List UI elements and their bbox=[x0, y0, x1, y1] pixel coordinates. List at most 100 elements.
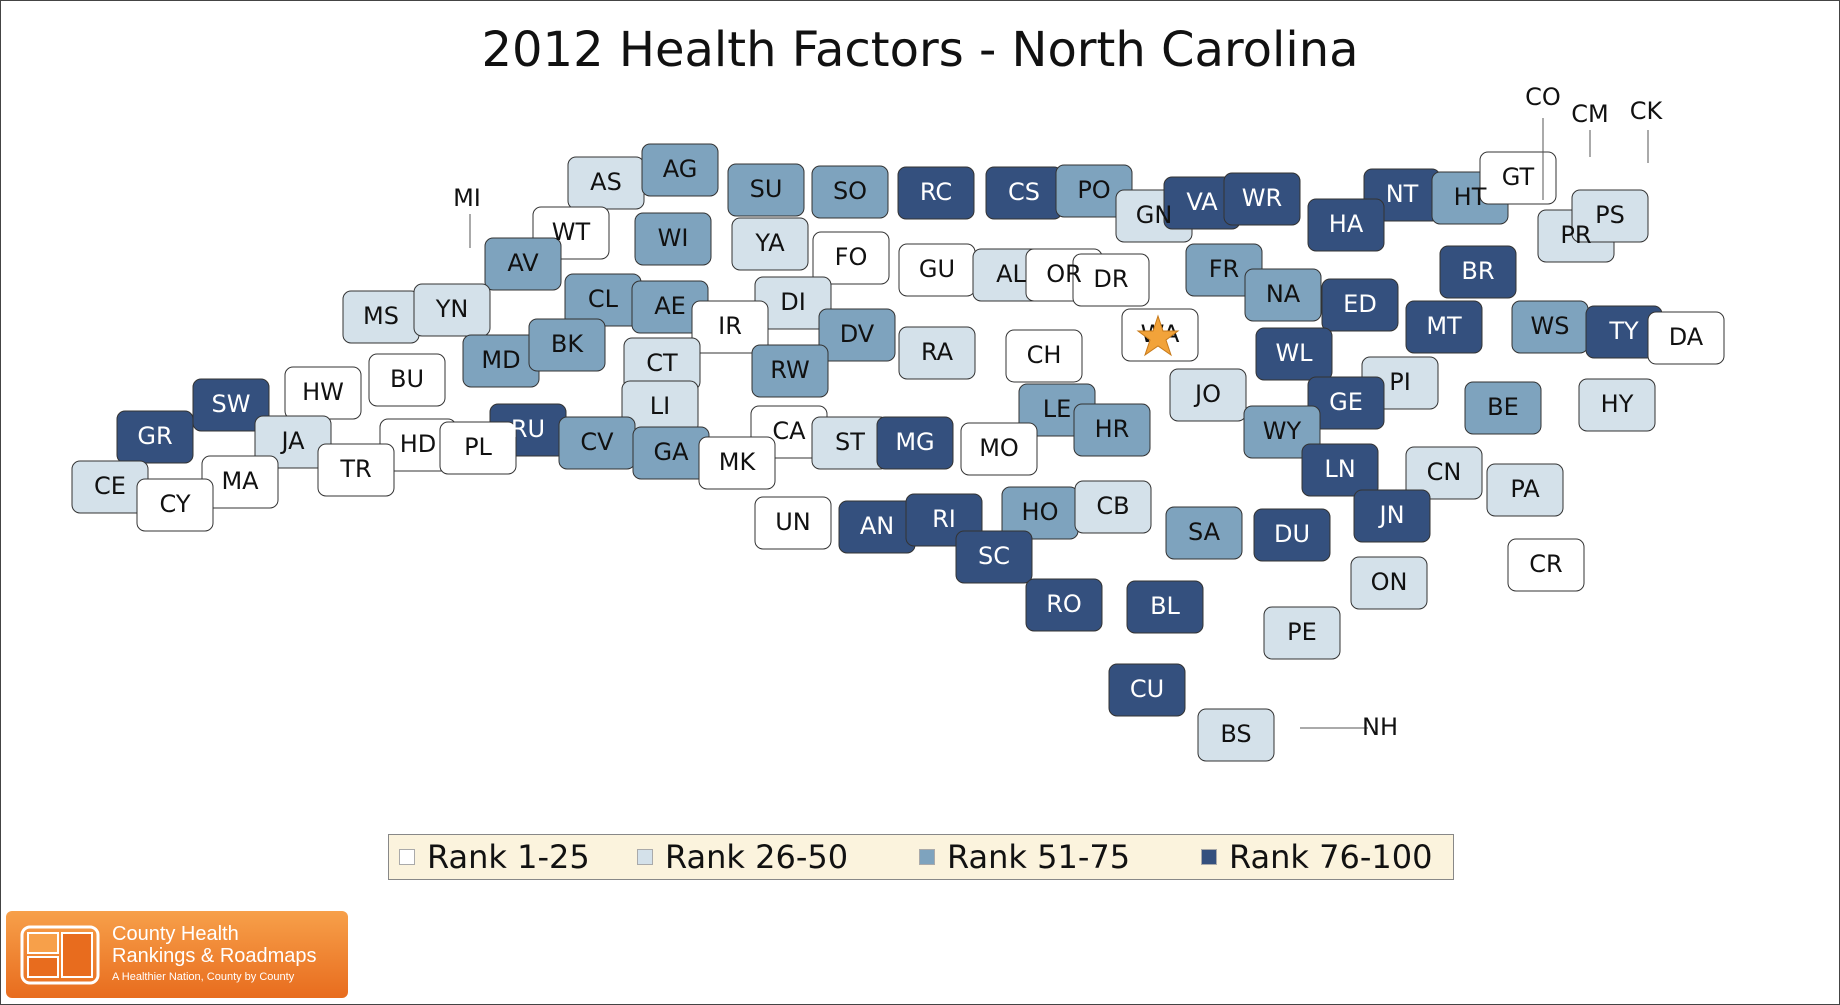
county-ro[interactable] bbox=[1025, 578, 1103, 632]
county-label-ae: AE bbox=[654, 292, 686, 320]
county-ch[interactable] bbox=[1005, 329, 1083, 383]
county-cb[interactable] bbox=[1074, 480, 1152, 534]
county-label-gu: GU bbox=[919, 255, 955, 283]
county-label-bu: BU bbox=[390, 365, 424, 393]
county-cu[interactable] bbox=[1108, 663, 1186, 717]
county-sa[interactable] bbox=[1165, 506, 1243, 560]
county-wy[interactable] bbox=[1243, 405, 1321, 459]
county-gr[interactable] bbox=[116, 410, 194, 464]
county-label-ps: PS bbox=[1595, 201, 1625, 229]
county-wr[interactable] bbox=[1223, 172, 1301, 226]
county-label-da: DA bbox=[1669, 323, 1704, 351]
county-label-on: ON bbox=[1371, 568, 1408, 596]
county-mo[interactable] bbox=[960, 422, 1038, 476]
county-fo[interactable] bbox=[812, 231, 890, 285]
county-mt[interactable] bbox=[1405, 300, 1483, 354]
county-bu[interactable] bbox=[368, 353, 446, 407]
county-on[interactable] bbox=[1350, 556, 1428, 610]
county-label-gr: GR bbox=[137, 422, 172, 450]
legend-label: Rank 1-25 bbox=[427, 838, 590, 876]
county-mg[interactable] bbox=[876, 416, 954, 470]
county-su[interactable] bbox=[727, 163, 805, 217]
county-label-tr: TR bbox=[339, 455, 371, 483]
county-label-ws: WS bbox=[1531, 312, 1570, 340]
county-label-st: ST bbox=[835, 428, 865, 456]
county-gt[interactable] bbox=[1479, 151, 1557, 205]
county-dv[interactable] bbox=[818, 308, 896, 362]
county-label-jn: JN bbox=[1377, 501, 1404, 529]
county-so[interactable] bbox=[811, 165, 889, 219]
county-label-pl: PL bbox=[464, 433, 492, 461]
county-label-bk: BK bbox=[551, 330, 584, 358]
county-cy[interactable] bbox=[136, 478, 214, 532]
county-ed[interactable] bbox=[1321, 278, 1399, 332]
county-wl[interactable] bbox=[1255, 327, 1333, 381]
county-label-fr: FR bbox=[1209, 255, 1239, 283]
county-label-ro: RO bbox=[1046, 590, 1082, 618]
county-bl[interactable] bbox=[1126, 580, 1204, 634]
county-pl[interactable] bbox=[439, 421, 517, 475]
county-label-ch: CH bbox=[1027, 341, 1062, 369]
county-du[interactable] bbox=[1253, 508, 1331, 562]
county-ps[interactable] bbox=[1571, 189, 1649, 243]
county-rw[interactable] bbox=[751, 344, 829, 398]
county-label-ck: CK bbox=[1630, 97, 1664, 125]
county-wi[interactable] bbox=[634, 212, 712, 266]
county-yn[interactable] bbox=[413, 283, 491, 337]
county-label-cv: CV bbox=[580, 428, 614, 456]
county-sc[interactable] bbox=[955, 530, 1033, 584]
county-rc[interactable] bbox=[897, 166, 975, 220]
county-ha[interactable] bbox=[1307, 198, 1385, 252]
county-label-ra: RA bbox=[921, 338, 954, 366]
county-mk[interactable] bbox=[698, 436, 776, 490]
county-label-po: PO bbox=[1077, 176, 1110, 204]
county-label-ir: IR bbox=[718, 312, 742, 340]
county-label-ha: HA bbox=[1329, 210, 1364, 238]
county-be[interactable] bbox=[1464, 381, 1542, 435]
county-pe[interactable] bbox=[1263, 606, 1341, 660]
county-label-va: VA bbox=[1186, 188, 1218, 216]
county-label-co: CO bbox=[1525, 83, 1561, 111]
county-ya[interactable] bbox=[731, 217, 809, 271]
legend-swatch-rank-51-75 bbox=[919, 849, 935, 865]
county-label-cl: CL bbox=[588, 285, 619, 313]
county-dr[interactable] bbox=[1072, 253, 1150, 307]
county-label-gn: GN bbox=[1136, 201, 1173, 229]
county-ja[interactable] bbox=[254, 415, 332, 469]
county-na[interactable] bbox=[1244, 268, 1322, 322]
county-label-ca: CA bbox=[772, 417, 806, 445]
logo-line-2: Rankings & Roadmaps bbox=[112, 945, 317, 967]
county-un[interactable] bbox=[754, 496, 832, 550]
county-label-mk: MK bbox=[719, 448, 757, 476]
county-av[interactable] bbox=[484, 237, 562, 291]
county-ge[interactable] bbox=[1307, 376, 1385, 430]
county-ln[interactable] bbox=[1301, 443, 1379, 497]
county-hr[interactable] bbox=[1073, 403, 1151, 457]
county-label-cy: CY bbox=[160, 490, 191, 518]
logo-mark-icon bbox=[20, 925, 100, 985]
county-tr[interactable] bbox=[317, 443, 395, 497]
county-da[interactable] bbox=[1647, 311, 1725, 365]
county-ag[interactable] bbox=[641, 143, 719, 197]
county-hy[interactable] bbox=[1578, 378, 1656, 432]
county-ra[interactable] bbox=[898, 326, 976, 380]
county-label-cs: CS bbox=[1008, 178, 1040, 206]
county-cn[interactable] bbox=[1405, 446, 1483, 500]
county-bk[interactable] bbox=[528, 318, 606, 372]
county-label-ge: GE bbox=[1329, 388, 1363, 416]
county-bs[interactable] bbox=[1197, 708, 1275, 762]
legend-swatch-rank-26-50 bbox=[637, 849, 653, 865]
county-br[interactable] bbox=[1439, 245, 1517, 299]
county-ir[interactable] bbox=[691, 300, 769, 354]
county-label-br: BR bbox=[1461, 257, 1494, 285]
county-cr[interactable] bbox=[1507, 538, 1585, 592]
county-jo[interactable] bbox=[1169, 368, 1247, 422]
county-label-sa: SA bbox=[1188, 518, 1221, 546]
county-label-md: MD bbox=[481, 346, 520, 374]
county-label-li: LI bbox=[650, 392, 670, 420]
county-label-dr: DR bbox=[1093, 265, 1128, 293]
county-sw[interactable] bbox=[192, 378, 270, 432]
county-jn[interactable] bbox=[1353, 489, 1431, 543]
county-pa[interactable] bbox=[1486, 463, 1564, 517]
county-health-rankings-logo[interactable]: County Health Rankings & Roadmaps A Heal… bbox=[6, 911, 348, 998]
